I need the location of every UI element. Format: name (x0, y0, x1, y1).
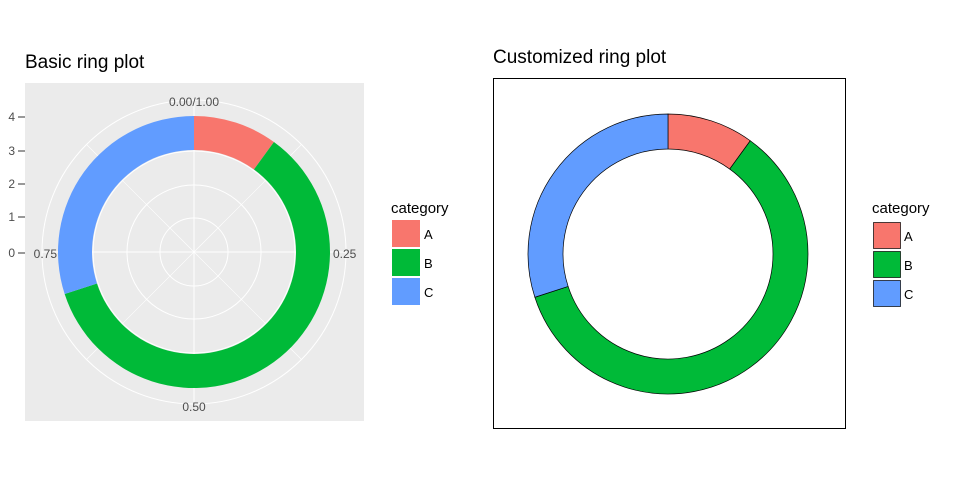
legend-key-c (873, 280, 901, 307)
radial-tick-label: 0 (8, 246, 15, 260)
ring (57, 115, 330, 388)
radial-tick-label: 1 (8, 210, 15, 224)
radial-tick-label: 2 (8, 177, 15, 191)
radial-tick-label: 4 (8, 110, 15, 124)
chart-title: Customized ring plot (493, 47, 667, 68)
legend-key-b (392, 249, 420, 276)
legend: category A B C (391, 200, 449, 305)
basic-ring-plot: Basic ring plot 4 3 2 1 0 0.00/1.00 0.25… (8, 52, 449, 421)
legend-key-b (873, 251, 901, 278)
theta-tick-label: 0.75 (34, 247, 58, 261)
radial-tick-label: 3 (8, 144, 15, 158)
legend-label-b: B (904, 258, 913, 273)
chart-title: Basic ring plot (25, 52, 145, 73)
legend-key-a (873, 222, 901, 249)
legend-title: category (872, 200, 930, 217)
radial-axis: 4 3 2 1 0 (8, 110, 25, 260)
theta-axis: 0.00/1.00 0.25 0.50 0.75 (34, 95, 357, 414)
customized-ring-plot: Customized ring plot category A B C (493, 47, 930, 429)
legend-label-a: A (424, 227, 433, 242)
theta-tick-label: 0.00/1.00 (169, 95, 219, 109)
legend-label-c: C (424, 285, 433, 300)
legend-key-a (392, 220, 420, 247)
legend-label-b: B (424, 256, 433, 271)
ring-slice-c (57, 115, 195, 295)
legend-label-a: A (904, 229, 913, 244)
ring (527, 113, 809, 395)
ring-slice-c (527, 113, 669, 298)
theta-tick-label: 0.50 (182, 400, 206, 414)
legend-key-c (392, 278, 420, 305)
ring-slice-b (534, 140, 809, 395)
legend-label-c: C (904, 287, 913, 302)
legend-title: category (391, 200, 449, 217)
ring-slice-a (194, 116, 274, 170)
legend: category A B C (872, 200, 930, 307)
theta-tick-label: 0.25 (333, 247, 357, 261)
